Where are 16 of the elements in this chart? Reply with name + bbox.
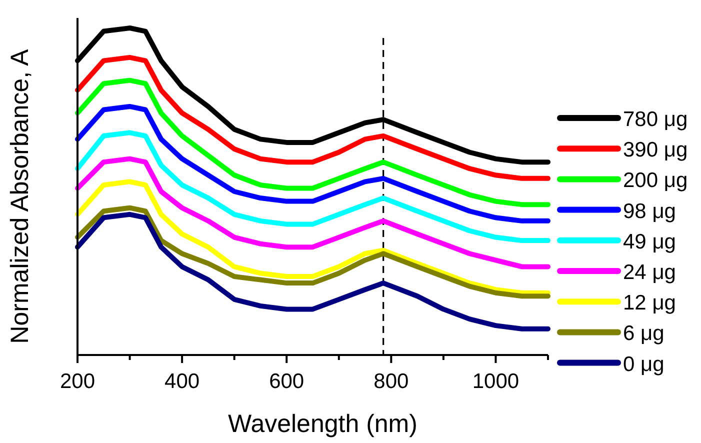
x-tick-label: 600: [269, 370, 304, 393]
legend-label: 12 μg: [623, 292, 676, 315]
x-tick-label: 200: [60, 370, 96, 393]
legend-label: 200 μg: [623, 169, 688, 192]
x-axis-title: Wavelength (nm): [228, 410, 418, 438]
legend-label: 49 μg: [623, 230, 676, 254]
x-tick-label: 1000: [472, 370, 520, 393]
legend-label: 780 μg: [623, 108, 688, 131]
legend-label: 390 μg: [623, 138, 688, 162]
legend-label: 98 μg: [623, 200, 676, 223]
y-axis-title: Normalized Absorbance, A: [6, 48, 34, 344]
legend-label: 6 μg: [623, 322, 664, 346]
legend-label: 0 μg: [623, 352, 664, 376]
legend-label: 24 μg: [623, 261, 676, 284]
x-tick-label: 400: [164, 370, 200, 393]
x-tick-label: 800: [374, 370, 409, 393]
